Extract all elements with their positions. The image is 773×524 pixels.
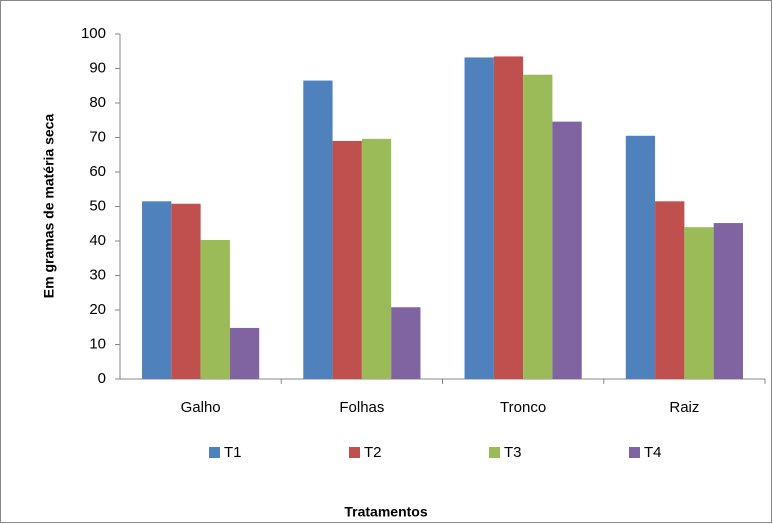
legend-swatch <box>489 447 500 458</box>
bar <box>684 227 714 379</box>
x-axis-title: Tratamentos <box>344 504 427 520</box>
legend-label: T1 <box>224 444 242 461</box>
bar <box>713 223 743 379</box>
y-tick-label: 100 <box>81 25 106 42</box>
bar <box>493 56 524 380</box>
bar <box>142 201 172 379</box>
legend-label: T2 <box>364 444 382 461</box>
bar <box>523 74 553 380</box>
y-tick-label: 50 <box>89 197 106 214</box>
y-tick-label: 0 <box>98 370 106 387</box>
y-tick-label: 20 <box>89 301 106 318</box>
y-tick-label: 90 <box>89 59 106 76</box>
y-tick-label: 10 <box>89 335 106 352</box>
y-axis-title: Em gramas de matéria seca <box>41 114 57 299</box>
bar <box>361 138 392 379</box>
legend-label: T4 <box>644 444 662 461</box>
bar <box>625 135 656 379</box>
bar <box>171 203 201 379</box>
bar <box>655 201 685 379</box>
bar <box>332 140 362 379</box>
x-tick-label: Raiz <box>669 399 699 416</box>
legend-swatch <box>349 447 360 458</box>
bar <box>200 239 230 379</box>
y-tick-label: 80 <box>89 94 106 111</box>
x-tick-label: Folhas <box>339 399 384 416</box>
y-tick-label: 40 <box>89 232 106 249</box>
bar <box>391 307 421 379</box>
bar <box>229 327 260 379</box>
y-tick-label: 30 <box>89 266 106 283</box>
bar <box>552 121 582 379</box>
bar <box>303 80 333 379</box>
legend-swatch <box>209 447 220 458</box>
legend-label: T3 <box>504 444 522 461</box>
x-tick-label: Tronco <box>500 399 546 416</box>
bar <box>464 57 494 380</box>
legend-swatch <box>629 447 640 458</box>
y-tick-label: 60 <box>89 163 106 180</box>
x-tick-label: Galho <box>181 399 221 416</box>
y-tick-label: 70 <box>89 128 106 145</box>
